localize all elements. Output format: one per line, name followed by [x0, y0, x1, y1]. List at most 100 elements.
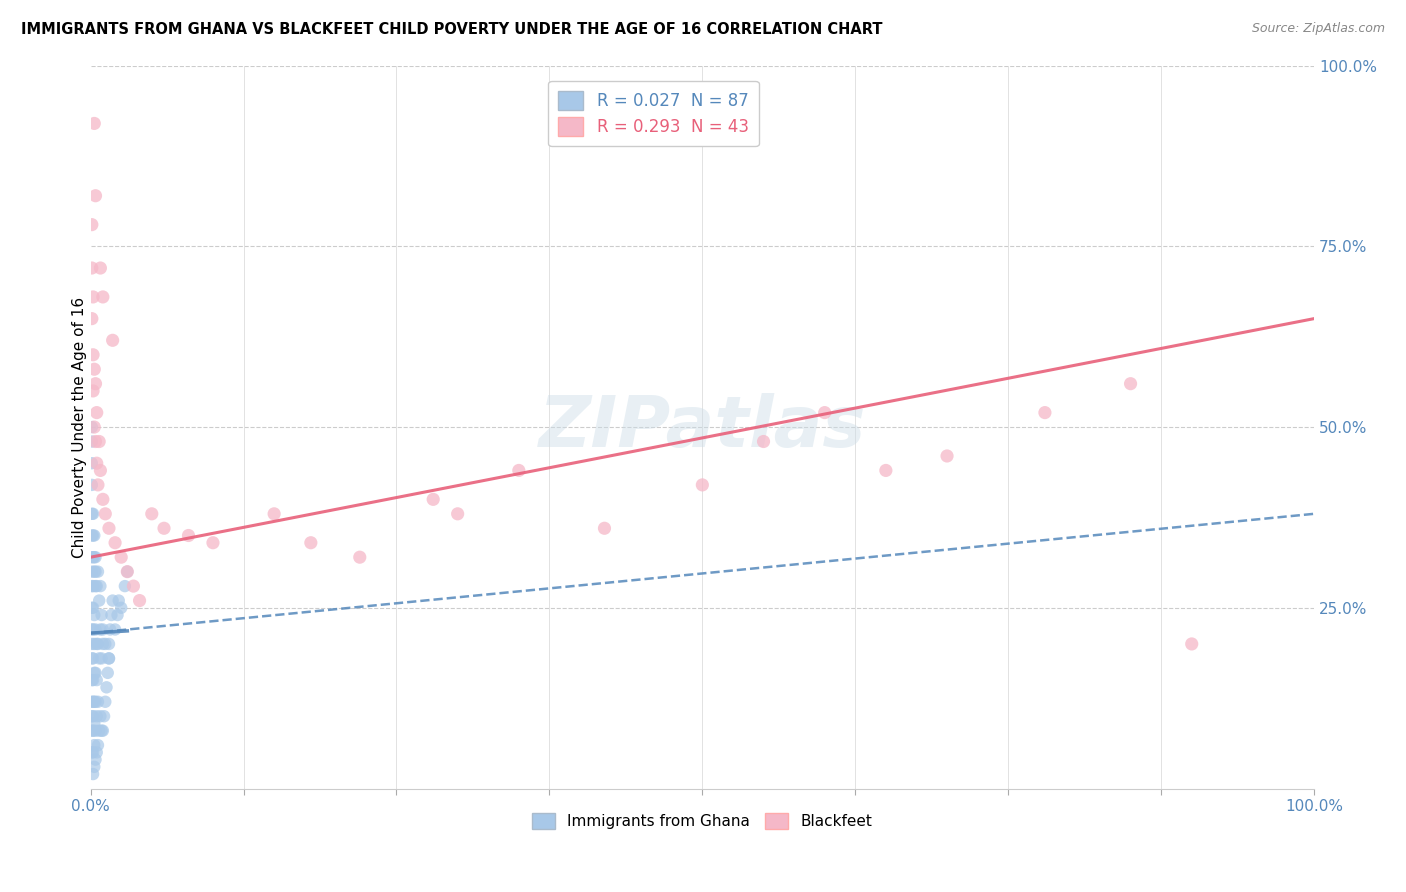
Point	[86, 709, 108, 723]
Point	[82, 348, 104, 362]
Point	[98, 651, 121, 665]
Point	[814, 406, 837, 420]
Point	[101, 593, 124, 607]
Point	[84, 376, 107, 391]
Point	[87, 478, 110, 492]
Point	[98, 521, 121, 535]
Point	[80, 723, 103, 738]
Point	[141, 507, 163, 521]
Point	[80, 528, 103, 542]
Point	[83, 607, 105, 622]
Point	[101, 334, 124, 348]
Point	[83, 716, 105, 731]
Point	[110, 550, 132, 565]
Legend: Immigrants from Ghana, Blackfeet: Immigrants from Ghana, Blackfeet	[526, 807, 879, 835]
Point	[80, 507, 103, 521]
Point	[83, 738, 105, 752]
Point	[89, 651, 111, 665]
Point	[90, 723, 112, 738]
Point	[80, 456, 103, 470]
Point	[80, 673, 103, 687]
Point	[91, 723, 114, 738]
Point	[100, 607, 122, 622]
Point	[122, 579, 145, 593]
Point	[83, 695, 105, 709]
Point	[83, 362, 105, 376]
Point	[80, 260, 103, 275]
Point	[89, 260, 111, 275]
Point	[91, 637, 114, 651]
Text: IMMIGRANTS FROM GHANA VS BLACKFEET CHILD POVERTY UNDER THE AGE OF 16 CORRELATION: IMMIGRANTS FROM GHANA VS BLACKFEET CHILD…	[21, 22, 883, 37]
Point	[89, 723, 111, 738]
Point	[90, 651, 112, 665]
Point	[593, 521, 616, 535]
Point	[82, 528, 104, 542]
Point	[82, 673, 104, 687]
Point	[83, 420, 105, 434]
Point	[80, 637, 103, 651]
Point	[86, 673, 108, 687]
Point	[86, 745, 108, 759]
Point	[87, 565, 110, 579]
Point	[82, 745, 104, 759]
Point	[153, 521, 176, 535]
Point	[82, 767, 104, 781]
Point	[82, 290, 104, 304]
Point	[87, 738, 110, 752]
Point	[83, 665, 105, 680]
Point	[84, 753, 107, 767]
Point	[82, 723, 104, 738]
Point	[89, 623, 111, 637]
Point	[80, 550, 103, 565]
Point	[84, 188, 107, 202]
Point	[80, 478, 103, 492]
Point	[114, 579, 136, 593]
Point	[84, 723, 107, 738]
Point	[90, 607, 112, 622]
Point	[80, 695, 103, 709]
Point	[80, 311, 103, 326]
Point	[83, 550, 105, 565]
Point	[94, 507, 117, 521]
Point	[104, 623, 127, 637]
Point	[1181, 637, 1204, 651]
Point	[82, 507, 104, 521]
Point	[89, 709, 111, 723]
Point	[86, 456, 108, 470]
Point	[692, 478, 714, 492]
Point	[82, 651, 104, 665]
Point	[83, 760, 105, 774]
Point	[80, 565, 103, 579]
Point	[104, 535, 127, 549]
Point	[80, 579, 103, 593]
Point	[91, 290, 114, 304]
Text: ZIPatlas: ZIPatlas	[538, 392, 866, 461]
Point	[98, 623, 121, 637]
Point	[82, 623, 104, 637]
Point	[89, 579, 111, 593]
Point	[80, 420, 103, 434]
Point	[89, 593, 111, 607]
Point	[86, 637, 108, 651]
Point	[82, 384, 104, 398]
Point	[299, 535, 322, 549]
Point	[80, 709, 103, 723]
Point	[80, 600, 103, 615]
Point	[84, 579, 107, 593]
Point	[263, 507, 285, 521]
Point	[117, 565, 139, 579]
Point	[96, 681, 118, 695]
Point	[82, 550, 104, 565]
Text: Source: ZipAtlas.com: Source: ZipAtlas.com	[1251, 22, 1385, 36]
Point	[91, 623, 114, 637]
Point	[80, 623, 103, 637]
Point	[80, 434, 103, 449]
Point	[84, 565, 107, 579]
Point	[80, 651, 103, 665]
Point	[875, 463, 897, 477]
Point	[84, 434, 107, 449]
Point	[84, 550, 107, 565]
Point	[128, 593, 150, 607]
Point	[82, 695, 104, 709]
Point	[107, 593, 129, 607]
